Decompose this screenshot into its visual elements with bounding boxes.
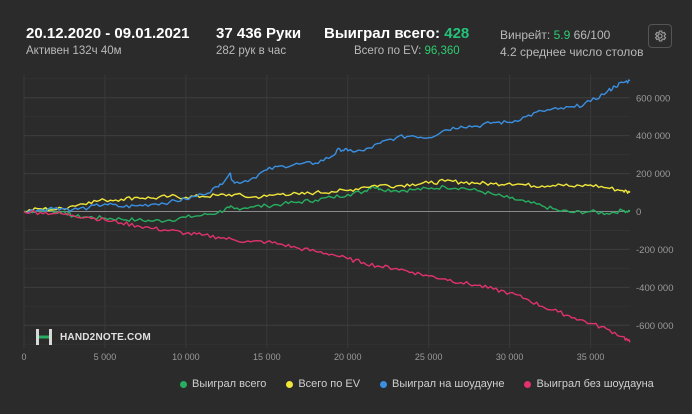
- avg-tables: 4.2 среднее число столов: [500, 45, 644, 59]
- legend-dot-won-total: [180, 380, 187, 388]
- y-tick-label: 200 000: [636, 169, 670, 180]
- settings-button[interactable]: [648, 24, 672, 48]
- y-axis-ticks: 600 000 400 000 200 000 0 -200 000 -400 000 -6…: [636, 93, 674, 332]
- hands-count: 37 436 Руки: [216, 25, 302, 42]
- series-line-0: [23, 184, 631, 223]
- chart-series: [23, 79, 631, 343]
- won-total: Выиграл всего: 428: [324, 25, 469, 42]
- x-tick-label: 15 000: [253, 352, 281, 362]
- legend-label-non-showdown: Выиграл без шоудауна: [536, 378, 654, 390]
- y-tick-label: -200 000: [636, 245, 674, 256]
- ev-total-label: Всего по EV:: [354, 45, 422, 57]
- legend-label-showdown: Выиграл на шоудауне: [392, 378, 505, 390]
- x-tick-label: 25 000: [415, 352, 443, 362]
- x-tick-label: 5 000: [94, 352, 117, 362]
- legend-item-showdown[interactable]: Выиграл на шоудауне: [380, 378, 504, 390]
- y-tick-label: 400 000: [636, 131, 670, 142]
- x-tick-label: 0: [21, 352, 26, 362]
- logo-text: HAND2NOTE.COM: [60, 331, 151, 343]
- series-line-2: [23, 79, 631, 214]
- legend-dot-ev-total: [286, 380, 294, 388]
- winrate-extra: 66/100: [573, 28, 611, 42]
- won-total-label: Выиграл всего:: [324, 25, 441, 42]
- x-tick-label: 10 000: [172, 352, 200, 362]
- hand2note-logo: HAND2NOTE.COM: [34, 327, 151, 347]
- x-tick-label: 35 000: [577, 352, 605, 362]
- winrate-value: 5.9: [553, 28, 571, 42]
- legend-dot-non-showdown: [524, 380, 532, 388]
- series-line-3: [23, 209, 631, 343]
- date-range: 20.12.2020 - 09.01.2021: [26, 25, 190, 42]
- winrate: Винрейт: 5.9 66/100: [500, 28, 610, 42]
- chart-legend: Выиграл всего Всего по EV Выиграл на шоу…: [180, 378, 682, 390]
- won-total-value: 428: [444, 25, 470, 42]
- chart-grid: [23, 75, 630, 348]
- legend-item-won-total[interactable]: Выиграл всего: [180, 378, 266, 390]
- legend-label-won-total: Выиграл всего: [192, 378, 267, 390]
- legend-item-ev-total[interactable]: Всего по EV: [286, 378, 360, 390]
- x-tick-label: 30 000: [496, 352, 524, 362]
- gear-icon: [654, 30, 667, 42]
- legend-label-ev-total: Всего по EV: [298, 378, 361, 390]
- series-line-1: [23, 178, 631, 213]
- y-tick-label: 0: [636, 207, 641, 218]
- y-tick-label: -400 000: [636, 283, 674, 294]
- x-axis-ticks: 0 5 000 10 000 15 000 20 000 25 000 30 000 35 0…: [21, 352, 604, 362]
- ev-total: Всего по EV: 96,360: [354, 45, 460, 57]
- h2n-logo-icon: [36, 329, 52, 345]
- y-tick-label: -600 000: [636, 321, 674, 332]
- winrate-label: Винрейт:: [500, 28, 551, 42]
- active-time: Активен 132ч 40м: [26, 45, 122, 57]
- legend-dot-showdown: [380, 380, 388, 388]
- ev-total-value: 96,360: [424, 45, 460, 57]
- y-tick-label: 600 000: [636, 93, 670, 104]
- x-tick-label: 20 000: [334, 352, 362, 362]
- hands-per-hour: 282 рук в час: [216, 45, 287, 57]
- profit-chart: 600 000 400 000 200 000 0 -200 000 -400 000 -6…: [21, 75, 674, 362]
- legend-item-non-showdown[interactable]: Выиграл без шоудауна: [524, 378, 654, 390]
